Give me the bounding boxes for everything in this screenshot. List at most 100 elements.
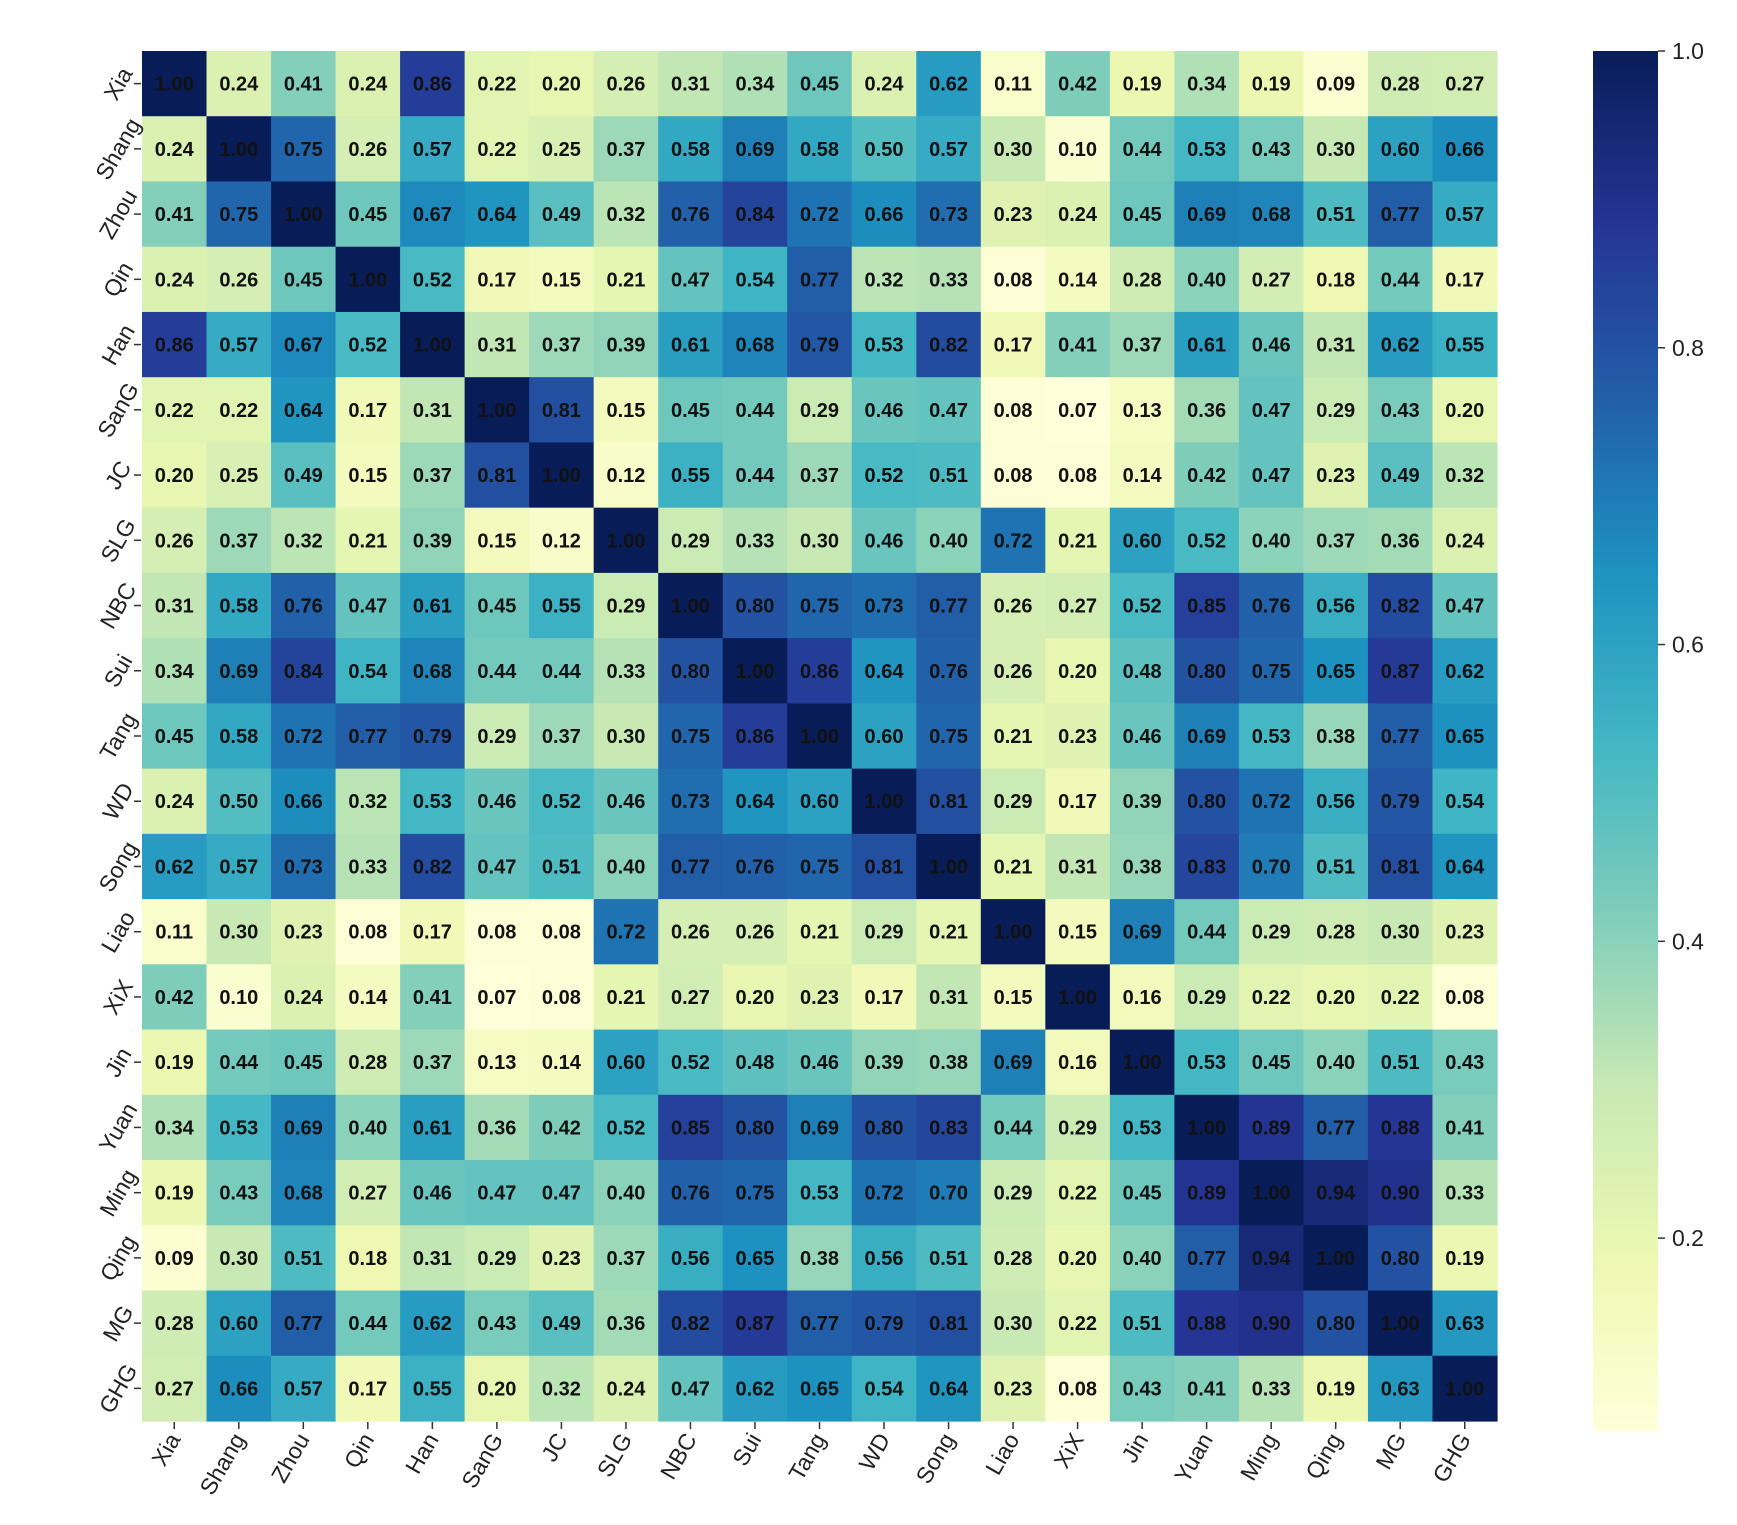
heatmap-cell <box>142 572 208 639</box>
cell-value-label: 0.62 <box>413 1313 452 1335</box>
cell-value-label: 0.41 <box>413 987 452 1009</box>
heatmap-cell <box>1109 1160 1175 1226</box>
heatmap-cell <box>722 768 788 835</box>
heatmap-cell <box>722 311 788 378</box>
heatmap-cell <box>206 311 272 378</box>
heatmap-cell <box>916 116 982 183</box>
cell-value-label: 0.32 <box>348 791 387 813</box>
heatmap-cell <box>464 703 530 770</box>
cell-value-label: 0.84 <box>736 204 776 226</box>
cell-value-label: 0.80 <box>1187 791 1226 813</box>
cell-value-label: 0.29 <box>606 596 645 618</box>
heatmap-cell <box>980 638 1046 704</box>
cell-value-label: 0.26 <box>994 596 1033 618</box>
cell-value-label: 0.17 <box>994 335 1033 357</box>
cell-value-label: 0.46 <box>865 400 904 422</box>
heatmap-cell <box>787 246 853 313</box>
heatmap-cell <box>1045 51 1111 117</box>
cell-value-label: 0.21 <box>348 530 387 552</box>
cell-value-label: 0.52 <box>1187 530 1226 552</box>
cell-value-label: 0.12 <box>542 530 581 552</box>
cell-value-label: 0.76 <box>929 661 968 683</box>
cell-value-label: 0.49 <box>542 1313 581 1335</box>
cell-value-label: 0.88 <box>1381 1117 1420 1139</box>
heatmap-cell <box>980 1355 1046 1422</box>
cell-value-label: 1.00 <box>477 400 516 422</box>
heatmap-cell <box>980 181 1046 248</box>
cell-value-label: 0.90 <box>1252 1313 1291 1335</box>
heatmap-cell <box>1238 703 1305 770</box>
heatmap-cell <box>916 1094 982 1161</box>
heatmap-cell <box>593 833 659 900</box>
cell-value-label: 0.23 <box>1058 726 1097 748</box>
cell-value-label: 0.23 <box>994 204 1033 226</box>
heatmap-cell <box>1367 311 1434 378</box>
heatmap-cell <box>1238 1094 1305 1161</box>
heatmap-cell <box>916 899 982 965</box>
cell-value-label: 0.48 <box>1123 661 1162 683</box>
heatmap-cell <box>464 1290 530 1357</box>
cell-value-label: 0.13 <box>477 1052 516 1074</box>
cell-value-label: 0.66 <box>219 1378 258 1400</box>
cell-value-label: 0.14 <box>1123 465 1163 487</box>
heatmap-cell <box>1432 572 1498 639</box>
cell-value-label: 0.40 <box>1123 1248 1162 1270</box>
heatmap-cell <box>142 1355 208 1422</box>
heatmap-cell <box>1367 768 1434 835</box>
heatmap-cell <box>271 116 337 183</box>
cell-value-label: 0.26 <box>671 922 710 944</box>
heatmap-cell <box>335 638 401 704</box>
heatmap-cell <box>142 703 208 770</box>
cell-value-label: 0.27 <box>1252 269 1291 291</box>
cell-value-label: 0.46 <box>1252 335 1291 357</box>
cell-value-label: 0.33 <box>606 661 645 683</box>
cell-value-label: 0.22 <box>1058 1183 1097 1205</box>
cell-value-label: 0.23 <box>542 1248 581 1270</box>
cell-value-label: 0.53 <box>219 1117 258 1139</box>
heatmap-cell <box>271 703 337 770</box>
cell-value-label: 0.31 <box>413 400 452 422</box>
heatmap-cell <box>1432 1225 1498 1292</box>
cell-value-label: 0.41 <box>1445 1117 1484 1139</box>
cell-value-label: 0.26 <box>994 661 1033 683</box>
cell-value-label: 0.25 <box>219 465 258 487</box>
cell-value-label: 0.24 <box>155 269 195 291</box>
heatmap-cell <box>916 1355 982 1422</box>
cell-value-label: 1.00 <box>348 269 387 291</box>
cell-value-label: 0.64 <box>477 204 517 226</box>
heatmap-cell <box>722 1355 788 1422</box>
heatmap-cell <box>980 768 1046 835</box>
heatmap-cell <box>658 1029 724 1096</box>
heatmap-cell <box>142 311 208 378</box>
heatmap-cell <box>142 181 208 248</box>
cell-value-label: 1.00 <box>284 204 323 226</box>
heatmap-cell <box>400 833 466 900</box>
heatmap-cell <box>980 377 1046 444</box>
cell-value-label: 0.45 <box>1123 1183 1162 1205</box>
x-axis-ticks: Xia Shang Zhou Qin Han SanG JC SLG NBC Sui Tang WD S… <box>146 1422 1476 1499</box>
heatmap-cell <box>400 377 466 444</box>
heatmap-cell <box>1432 246 1498 313</box>
cell-value-label: 0.33 <box>929 269 968 291</box>
cell-value-label: 0.55 <box>1445 335 1484 357</box>
cell-value-label: 0.73 <box>284 856 323 878</box>
cell-value-label: 0.60 <box>800 791 839 813</box>
heatmap-cell <box>593 1160 659 1226</box>
heatmap-cell <box>916 768 982 835</box>
heatmap-cell <box>1432 703 1498 770</box>
heatmap-cell <box>335 1094 401 1161</box>
cell-value-label: 0.22 <box>1252 987 1291 1009</box>
heatmap-cell <box>1174 833 1240 900</box>
heatmap-cell <box>593 703 659 770</box>
heatmap-cell <box>335 116 401 183</box>
cell-value-label: 0.29 <box>477 726 516 748</box>
heatmap-cell <box>271 768 337 835</box>
heatmap-cell <box>593 638 659 704</box>
heatmap-cell <box>206 833 272 900</box>
cell-value-label: 0.30 <box>800 530 839 552</box>
cell-value-label: 0.15 <box>994 987 1033 1009</box>
cell-value-label: 1.00 <box>219 139 258 161</box>
heatmap-cell <box>464 768 530 835</box>
cell-value-label: 0.76 <box>671 204 710 226</box>
heatmap-cell <box>400 442 466 509</box>
